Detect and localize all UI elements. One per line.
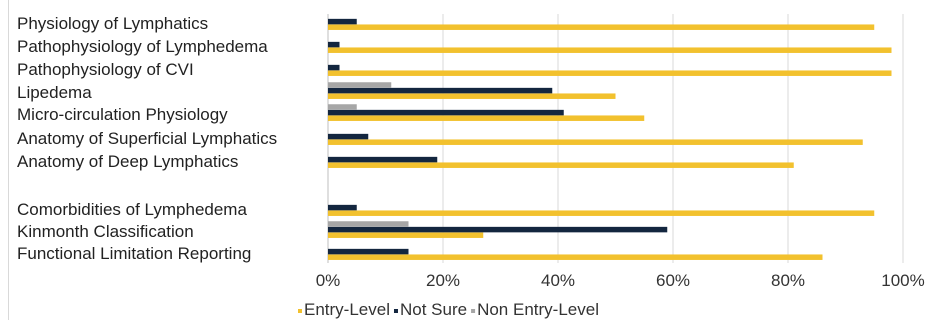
legend-marker [298,309,302,313]
bar-entry-level [328,24,875,30]
bar-not-sure [328,109,564,116]
bar-not-sure [328,64,340,71]
x-tick-label: 40% [541,271,575,290]
bar-not-sure [328,156,438,163]
category-label: Pathophysiology of Lymphedema [17,37,268,56]
bar-entry-level [328,254,823,260]
legend-label: Not Sure [400,300,467,319]
category-label: Comorbidities of Lymphedema [17,200,247,219]
bar-entry-level [328,210,875,216]
bar-not-sure [328,41,340,48]
bar-entry-level [328,70,892,76]
legend-marker [393,309,398,313]
bar-not-sure [328,18,357,25]
category-label: Functional Limitation Reporting [17,244,251,263]
x-tick-label: 20% [426,271,460,290]
bar-non-entry-level [328,82,392,88]
bar-not-sure [328,133,369,140]
category-label: Anatomy of Superficial Lymphatics [17,129,277,148]
x-tick-label: 60% [656,271,690,290]
bar-not-sure [328,87,553,94]
category-label: Kinmonth Classification [17,222,194,241]
bar-entry-level [328,232,484,238]
x-tick-label: 80% [771,271,805,290]
category-label: Physiology of Lymphatics [17,14,208,33]
legend-label: Non Entry-Level [477,300,599,319]
chart-frame [8,0,935,320]
x-tick-label: 0% [316,271,341,290]
bar-not-sure [328,226,668,233]
legend-label: Entry-Level [304,300,390,319]
bar-entry-level [328,47,892,53]
category-label: Micro-circulation Physiology [17,105,228,124]
legend-marker [471,309,476,313]
bar-not-sure [328,204,357,211]
bar-not-sure [328,248,409,255]
bar-non-entry-level [328,221,409,227]
bar-entry-level [328,139,863,145]
legend: Entry-Level Not Sure Non Entry-Level [298,300,599,319]
bar-entry-level [328,93,616,99]
bar-non-entry-level [328,104,357,110]
bar-entry-level [328,162,794,168]
bars [328,18,892,260]
category-label: Lipedema [17,83,92,102]
x-tick-labels: 0% 20% 40% 60% 80% 100% [316,271,925,290]
category-label: Anatomy of Deep Lymphatics [17,152,238,171]
category-labels: Physiology of Lymphatics Pathophysiology … [17,14,277,263]
category-label: Pathophysiology of CVI [17,60,194,79]
x-tick-label: 100% [881,271,924,290]
bar-entry-level [328,115,645,121]
